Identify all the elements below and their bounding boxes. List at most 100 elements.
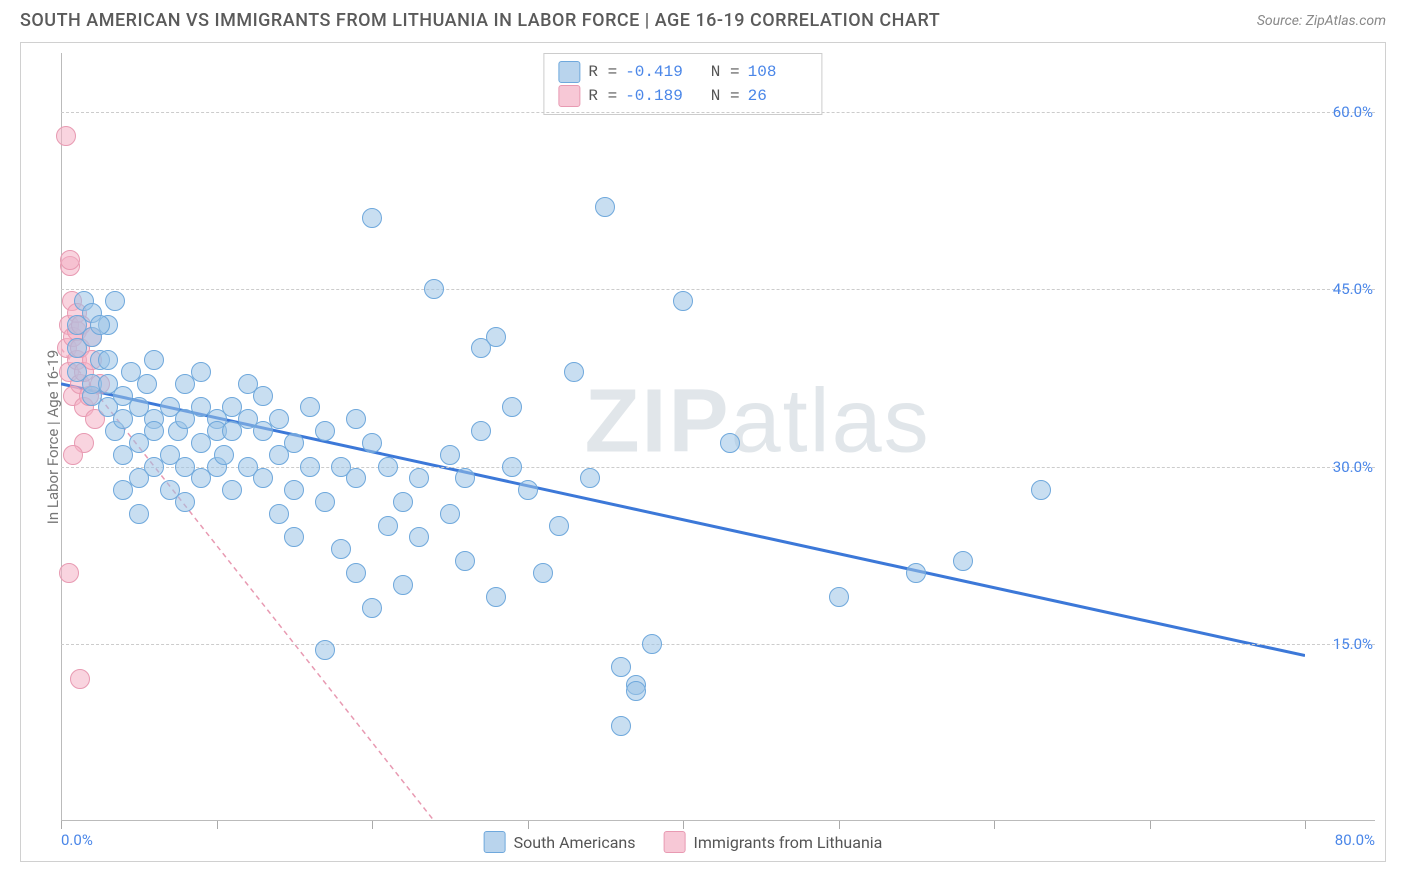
x-axis-max-label: 80.0% xyxy=(1335,831,1375,849)
grid-line xyxy=(61,467,1375,468)
stats-row-b: R = -0.189 N = 26 xyxy=(558,84,807,108)
data-point xyxy=(144,350,164,370)
x-axis-min-label: 0.0% xyxy=(61,831,93,849)
grid-line xyxy=(61,289,1375,290)
swatch-series-b xyxy=(558,85,580,107)
grid-line xyxy=(61,644,1375,645)
data-point xyxy=(595,197,615,217)
trend-lines-svg xyxy=(61,53,1305,821)
swatch-series-a xyxy=(558,61,580,83)
data-point xyxy=(56,126,76,146)
data-point xyxy=(673,291,693,311)
data-point xyxy=(720,433,740,453)
x-tick xyxy=(61,821,62,829)
data-point xyxy=(611,716,631,736)
data-point xyxy=(284,527,304,547)
data-point xyxy=(486,327,506,347)
legend-label-a: South Americans xyxy=(514,833,636,852)
data-point xyxy=(137,374,157,394)
legend-label-b: Immigrants from Lithuania xyxy=(694,833,883,852)
data-point xyxy=(362,598,382,618)
data-point xyxy=(906,563,926,583)
data-point xyxy=(362,433,382,453)
data-point xyxy=(549,516,569,536)
data-point xyxy=(362,208,382,228)
data-point xyxy=(315,421,335,441)
data-point xyxy=(829,587,849,607)
chart-container: In Labor Force | Age 16-19 ZIPatlas R = … xyxy=(20,42,1386,862)
data-point xyxy=(253,386,273,406)
r-value-a: -0.419 xyxy=(625,60,685,84)
data-point xyxy=(105,291,125,311)
y-tick-label: 45.0% xyxy=(1333,280,1373,298)
chart-title: SOUTH AMERICAN VS IMMIGRANTS FROM LITHUA… xyxy=(20,10,940,31)
plot-area: In Labor Force | Age 16-19 ZIPatlas R = … xyxy=(61,53,1305,821)
data-point xyxy=(346,409,366,429)
x-tick xyxy=(528,821,529,829)
x-tick xyxy=(372,821,373,829)
data-point xyxy=(300,457,320,477)
data-point xyxy=(502,457,522,477)
x-tick xyxy=(683,821,684,829)
data-point xyxy=(269,409,289,429)
stats-row-a: R = -0.419 N = 108 xyxy=(558,60,807,84)
data-point xyxy=(409,468,429,488)
legend-item-a: South Americans xyxy=(484,831,636,853)
correlation-stats-box: R = -0.419 N = 108 R = -0.189 N = 26 xyxy=(543,53,822,115)
data-point xyxy=(331,539,351,559)
data-point xyxy=(60,250,80,270)
y-tick-label: 30.0% xyxy=(1333,458,1373,476)
chart-header: SOUTH AMERICAN VS IMMIGRANTS FROM LITHUA… xyxy=(0,0,1406,39)
x-axis-line xyxy=(61,820,1375,821)
data-point xyxy=(518,480,538,500)
data-point xyxy=(70,669,90,689)
x-tick xyxy=(217,821,218,829)
data-point xyxy=(214,445,234,465)
y-tick-label: 60.0% xyxy=(1333,103,1373,121)
n-label: N = xyxy=(711,84,740,108)
data-point xyxy=(533,563,553,583)
r-label: R = xyxy=(588,84,617,108)
n-label: N = xyxy=(711,60,740,84)
data-point xyxy=(284,433,304,453)
data-point xyxy=(409,527,429,547)
data-point xyxy=(222,480,242,500)
x-tick xyxy=(994,821,995,829)
data-point xyxy=(953,551,973,571)
x-tick xyxy=(1150,821,1151,829)
data-point xyxy=(455,468,475,488)
data-point xyxy=(393,575,413,595)
data-point xyxy=(191,362,211,382)
data-point xyxy=(642,634,662,654)
data-point xyxy=(175,492,195,512)
data-point xyxy=(393,492,413,512)
r-value-b: -0.189 xyxy=(625,84,685,108)
n-value-b: 26 xyxy=(748,84,808,108)
chart-source: Source: ZipAtlas.com xyxy=(1257,13,1386,29)
data-point xyxy=(284,480,304,500)
watermark: ZIPatlas xyxy=(585,370,931,473)
data-point xyxy=(486,587,506,607)
grid-line xyxy=(61,112,1375,113)
data-point xyxy=(580,468,600,488)
data-point xyxy=(315,640,335,660)
x-tick xyxy=(1305,821,1306,829)
data-point xyxy=(59,563,79,583)
data-point xyxy=(346,468,366,488)
data-point xyxy=(1031,480,1051,500)
data-point xyxy=(98,350,118,370)
r-label: R = xyxy=(588,60,617,84)
data-point xyxy=(502,397,522,417)
data-point xyxy=(253,468,273,488)
data-point xyxy=(378,457,398,477)
data-point xyxy=(440,445,460,465)
x-tick xyxy=(839,821,840,829)
data-point xyxy=(315,492,335,512)
data-point xyxy=(63,445,83,465)
y-tick-label: 15.0% xyxy=(1333,635,1373,653)
data-point xyxy=(90,315,110,335)
data-point xyxy=(626,681,646,701)
swatch-series-b-icon xyxy=(664,831,686,853)
data-point xyxy=(144,421,164,441)
data-point xyxy=(611,657,631,677)
